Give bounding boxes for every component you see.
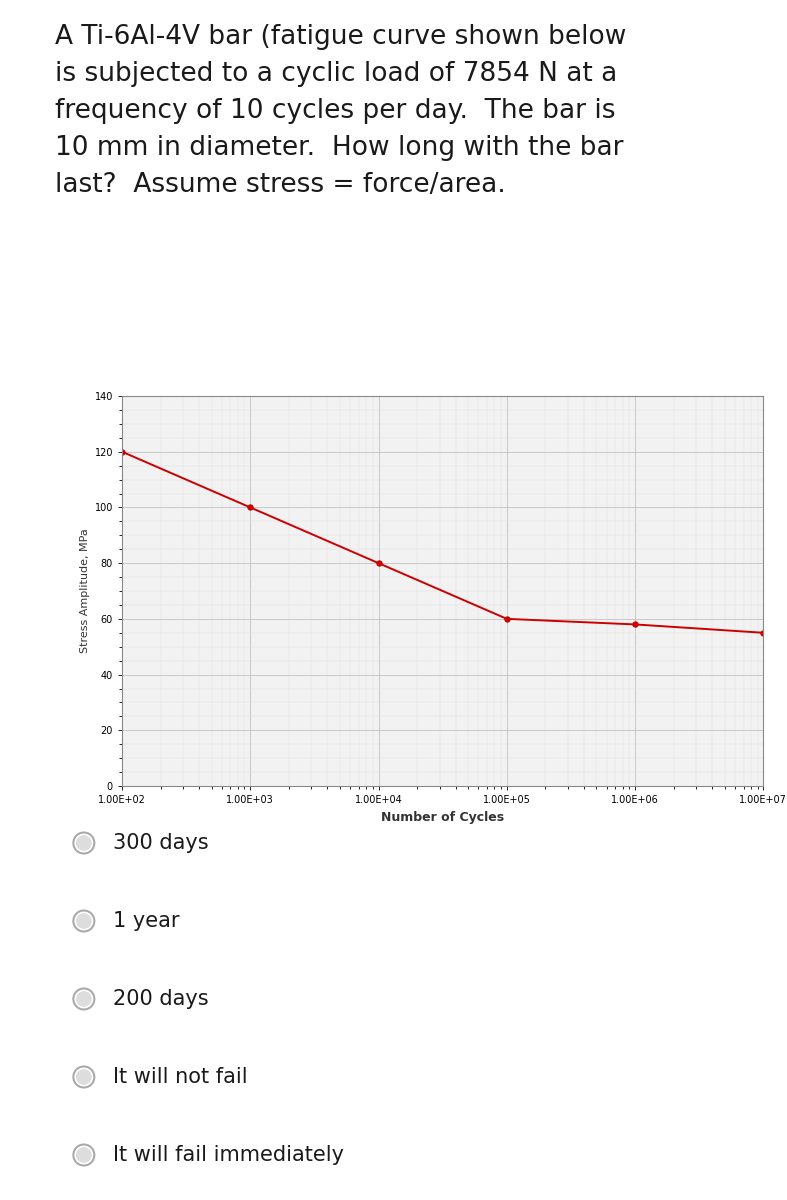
Text: It will fail immediately: It will fail immediately <box>113 1145 344 1165</box>
Ellipse shape <box>76 913 92 929</box>
Ellipse shape <box>76 1147 92 1163</box>
Text: It will not fail: It will not fail <box>113 1067 248 1087</box>
Ellipse shape <box>76 1069 92 1085</box>
Ellipse shape <box>76 835 92 851</box>
Text: 300 days: 300 days <box>113 833 209 853</box>
Y-axis label: Stress Amplitude, MPa: Stress Amplitude, MPa <box>80 529 91 653</box>
X-axis label: Number of Cycles: Number of Cycles <box>381 810 504 823</box>
Text: A Ti-6Al-4V bar (fatigue curve shown below
is subjected to a cyclic load of 7854: A Ti-6Al-4V bar (fatigue curve shown bel… <box>55 24 626 198</box>
Ellipse shape <box>76 991 92 1007</box>
Text: 1 year: 1 year <box>113 911 179 931</box>
Text: 200 days: 200 days <box>113 989 209 1009</box>
